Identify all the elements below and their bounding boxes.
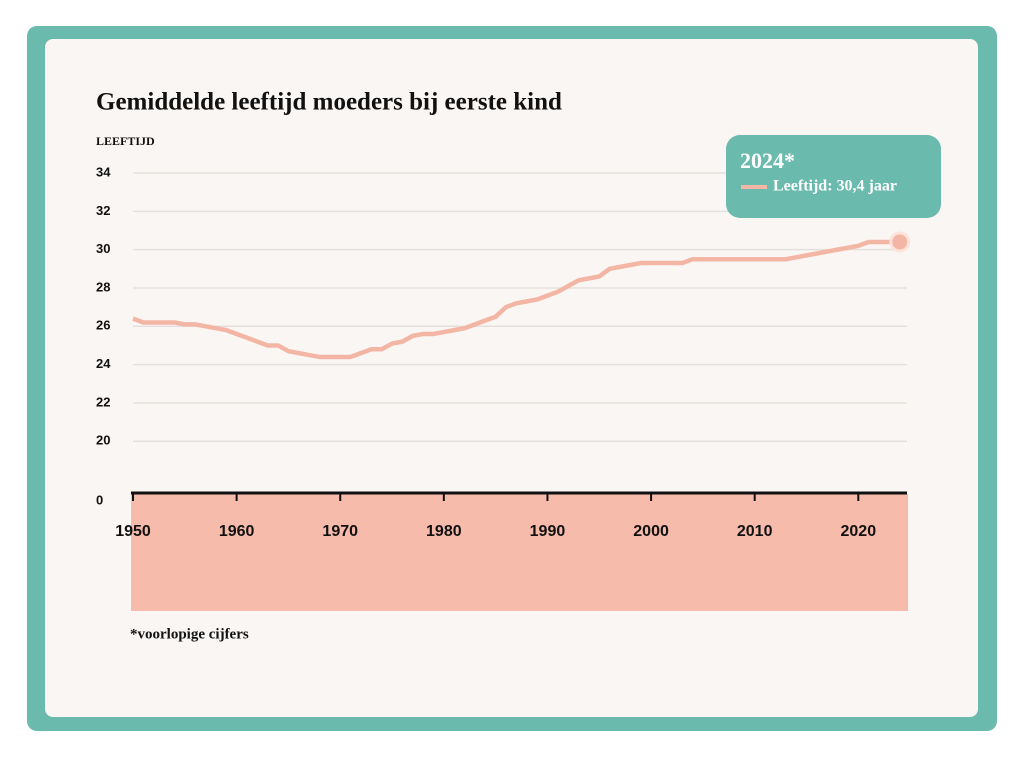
tooltip: 2024* Leeftijd: 30,4 jaar: [726, 135, 941, 218]
x-tick-label: 1950: [115, 523, 151, 540]
y-axis-label: LEEFTIJD: [96, 134, 155, 148]
y-tick-label: 0: [96, 492, 103, 507]
footnote: *voorlopige cijfers: [130, 626, 249, 642]
tooltip-text: Leeftijd: 30,4 jaar: [773, 178, 897, 195]
highlight-point: [889, 231, 911, 253]
tooltip-title: 2024*: [740, 148, 795, 173]
x-tick-label: 2020: [841, 523, 877, 540]
x-tick-label: 2000: [633, 523, 669, 540]
y-tick-label: 30: [96, 241, 110, 256]
range-band: [131, 494, 908, 611]
x-tick-label: 1980: [426, 523, 462, 540]
y-tick-label: 34: [96, 164, 111, 179]
y-tick-label: 28: [96, 279, 110, 294]
y-tick-label: 32: [96, 203, 110, 218]
y-tick-label: 26: [96, 318, 110, 333]
x-tick-label: 2010: [737, 523, 773, 540]
chart-title: Gemiddelde leeftijd moeders bij eerste k…: [96, 89, 562, 116]
x-tick-label: 1990: [530, 523, 566, 540]
x-tick-label: 1960: [219, 523, 255, 540]
data-line: [132, 239, 900, 360]
y-tick-label: 20: [96, 433, 110, 448]
y-tick-label: 22: [96, 394, 110, 409]
x-tick-label: 1970: [322, 523, 358, 540]
tooltip-box: [726, 135, 941, 218]
y-tick-label: 24: [96, 356, 111, 371]
